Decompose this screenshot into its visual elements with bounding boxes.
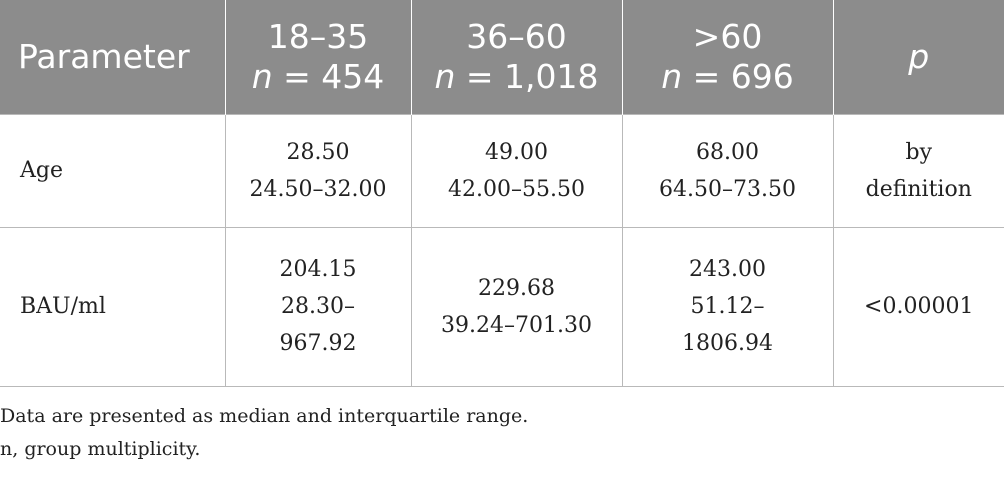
iqr-value: 42.00–55.50 [448, 176, 585, 202]
group-range: 18–35 [267, 16, 369, 56]
group-size: n = 1,018 [418, 57, 616, 97]
cell-age-36-60: 49.00 42.00–55.50 [410, 113, 623, 228]
n-value: = 696 [682, 56, 794, 96]
row-parameter: BAU/ml [0, 226, 226, 387]
median-value: 49.00 [485, 139, 548, 165]
row-parameter: Age [0, 113, 226, 228]
cell-age-p: by definition [832, 113, 1004, 228]
iqr-value-cont: 1806.94 [682, 331, 773, 356]
footnote-n-definition: n, group multiplicity. [0, 438, 201, 460]
header-p-value: p [833, 0, 1004, 114]
group-range: >60 [692, 16, 763, 56]
median-value: 68.00 [696, 139, 759, 165]
table-row-bau: BAU/ml 204.15 28.30– 967.92 229.68 39.24… [0, 226, 1004, 387]
cell-bau-p: <0.00001 [832, 226, 1004, 387]
header-parameter-label: Parameter [18, 36, 190, 76]
group-size: n = 454 [232, 57, 405, 97]
n-value: = 454 [272, 56, 385, 96]
header-group-18-35: 18–35 n = 454 [225, 0, 412, 114]
n-symbol: n [251, 56, 273, 96]
median-value: 243.00 [689, 257, 766, 282]
footnote-data-presentation: Data are presented as median and interqu… [0, 405, 529, 427]
p-symbol: p [908, 36, 930, 76]
group-range: 36–60 [466, 16, 567, 56]
p-value-line-1: <0.00001 [864, 294, 974, 319]
results-table: Parameter 18–35 n = 454 36–60 n = 1,018 … [0, 0, 1004, 387]
cell-age-over-60: 68.00 64.50–73.50 [621, 113, 834, 228]
header-group-over-60: >60 n = 696 [622, 0, 834, 114]
cell-bau-18-35: 204.15 28.30– 967.92 [224, 226, 412, 387]
median-value: 229.68 [478, 275, 555, 301]
cell-bau-over-60: 243.00 51.12– 1806.94 [621, 226, 834, 387]
table-body: Age 28.50 24.50–32.00 49.00 42.00–55.50 … [0, 113, 1004, 387]
group-size: n = 696 [629, 57, 827, 97]
median-value: 28.50 [286, 139, 350, 165]
iqr-value: 24.50–32.00 [249, 176, 387, 202]
cell-age-18-35: 28.50 24.50–32.00 [224, 113, 412, 228]
n-symbol: n [434, 56, 456, 96]
n-symbol: n [661, 56, 683, 96]
table-header: Parameter 18–35 n = 454 36–60 n = 1,018 … [0, 0, 1004, 114]
header-parameter: Parameter [0, 0, 226, 114]
table-row-age: Age 28.50 24.50–32.00 49.00 42.00–55.50 … [0, 113, 1004, 228]
table-footnotes: Data are presented as median and interqu… [0, 400, 528, 466]
p-value-line-2: definition [865, 176, 972, 202]
iqr-value: 51.12– [690, 294, 765, 319]
header-group-36-60: 36–60 n = 1,018 [411, 0, 623, 114]
iqr-value: 39.24–701.30 [441, 312, 592, 338]
median-value: 204.15 [279, 257, 357, 282]
iqr-value: 28.30– [281, 294, 355, 319]
iqr-value-cont: 967.92 [279, 331, 357, 356]
cell-bau-36-60: 229.68 39.24–701.30 [410, 226, 623, 387]
p-value-line-1: by [905, 139, 932, 165]
n-value: = 1,018 [455, 56, 599, 96]
header-row: Parameter 18–35 n = 454 36–60 n = 1,018 … [0, 0, 1004, 114]
iqr-value: 64.50–73.50 [659, 176, 796, 202]
